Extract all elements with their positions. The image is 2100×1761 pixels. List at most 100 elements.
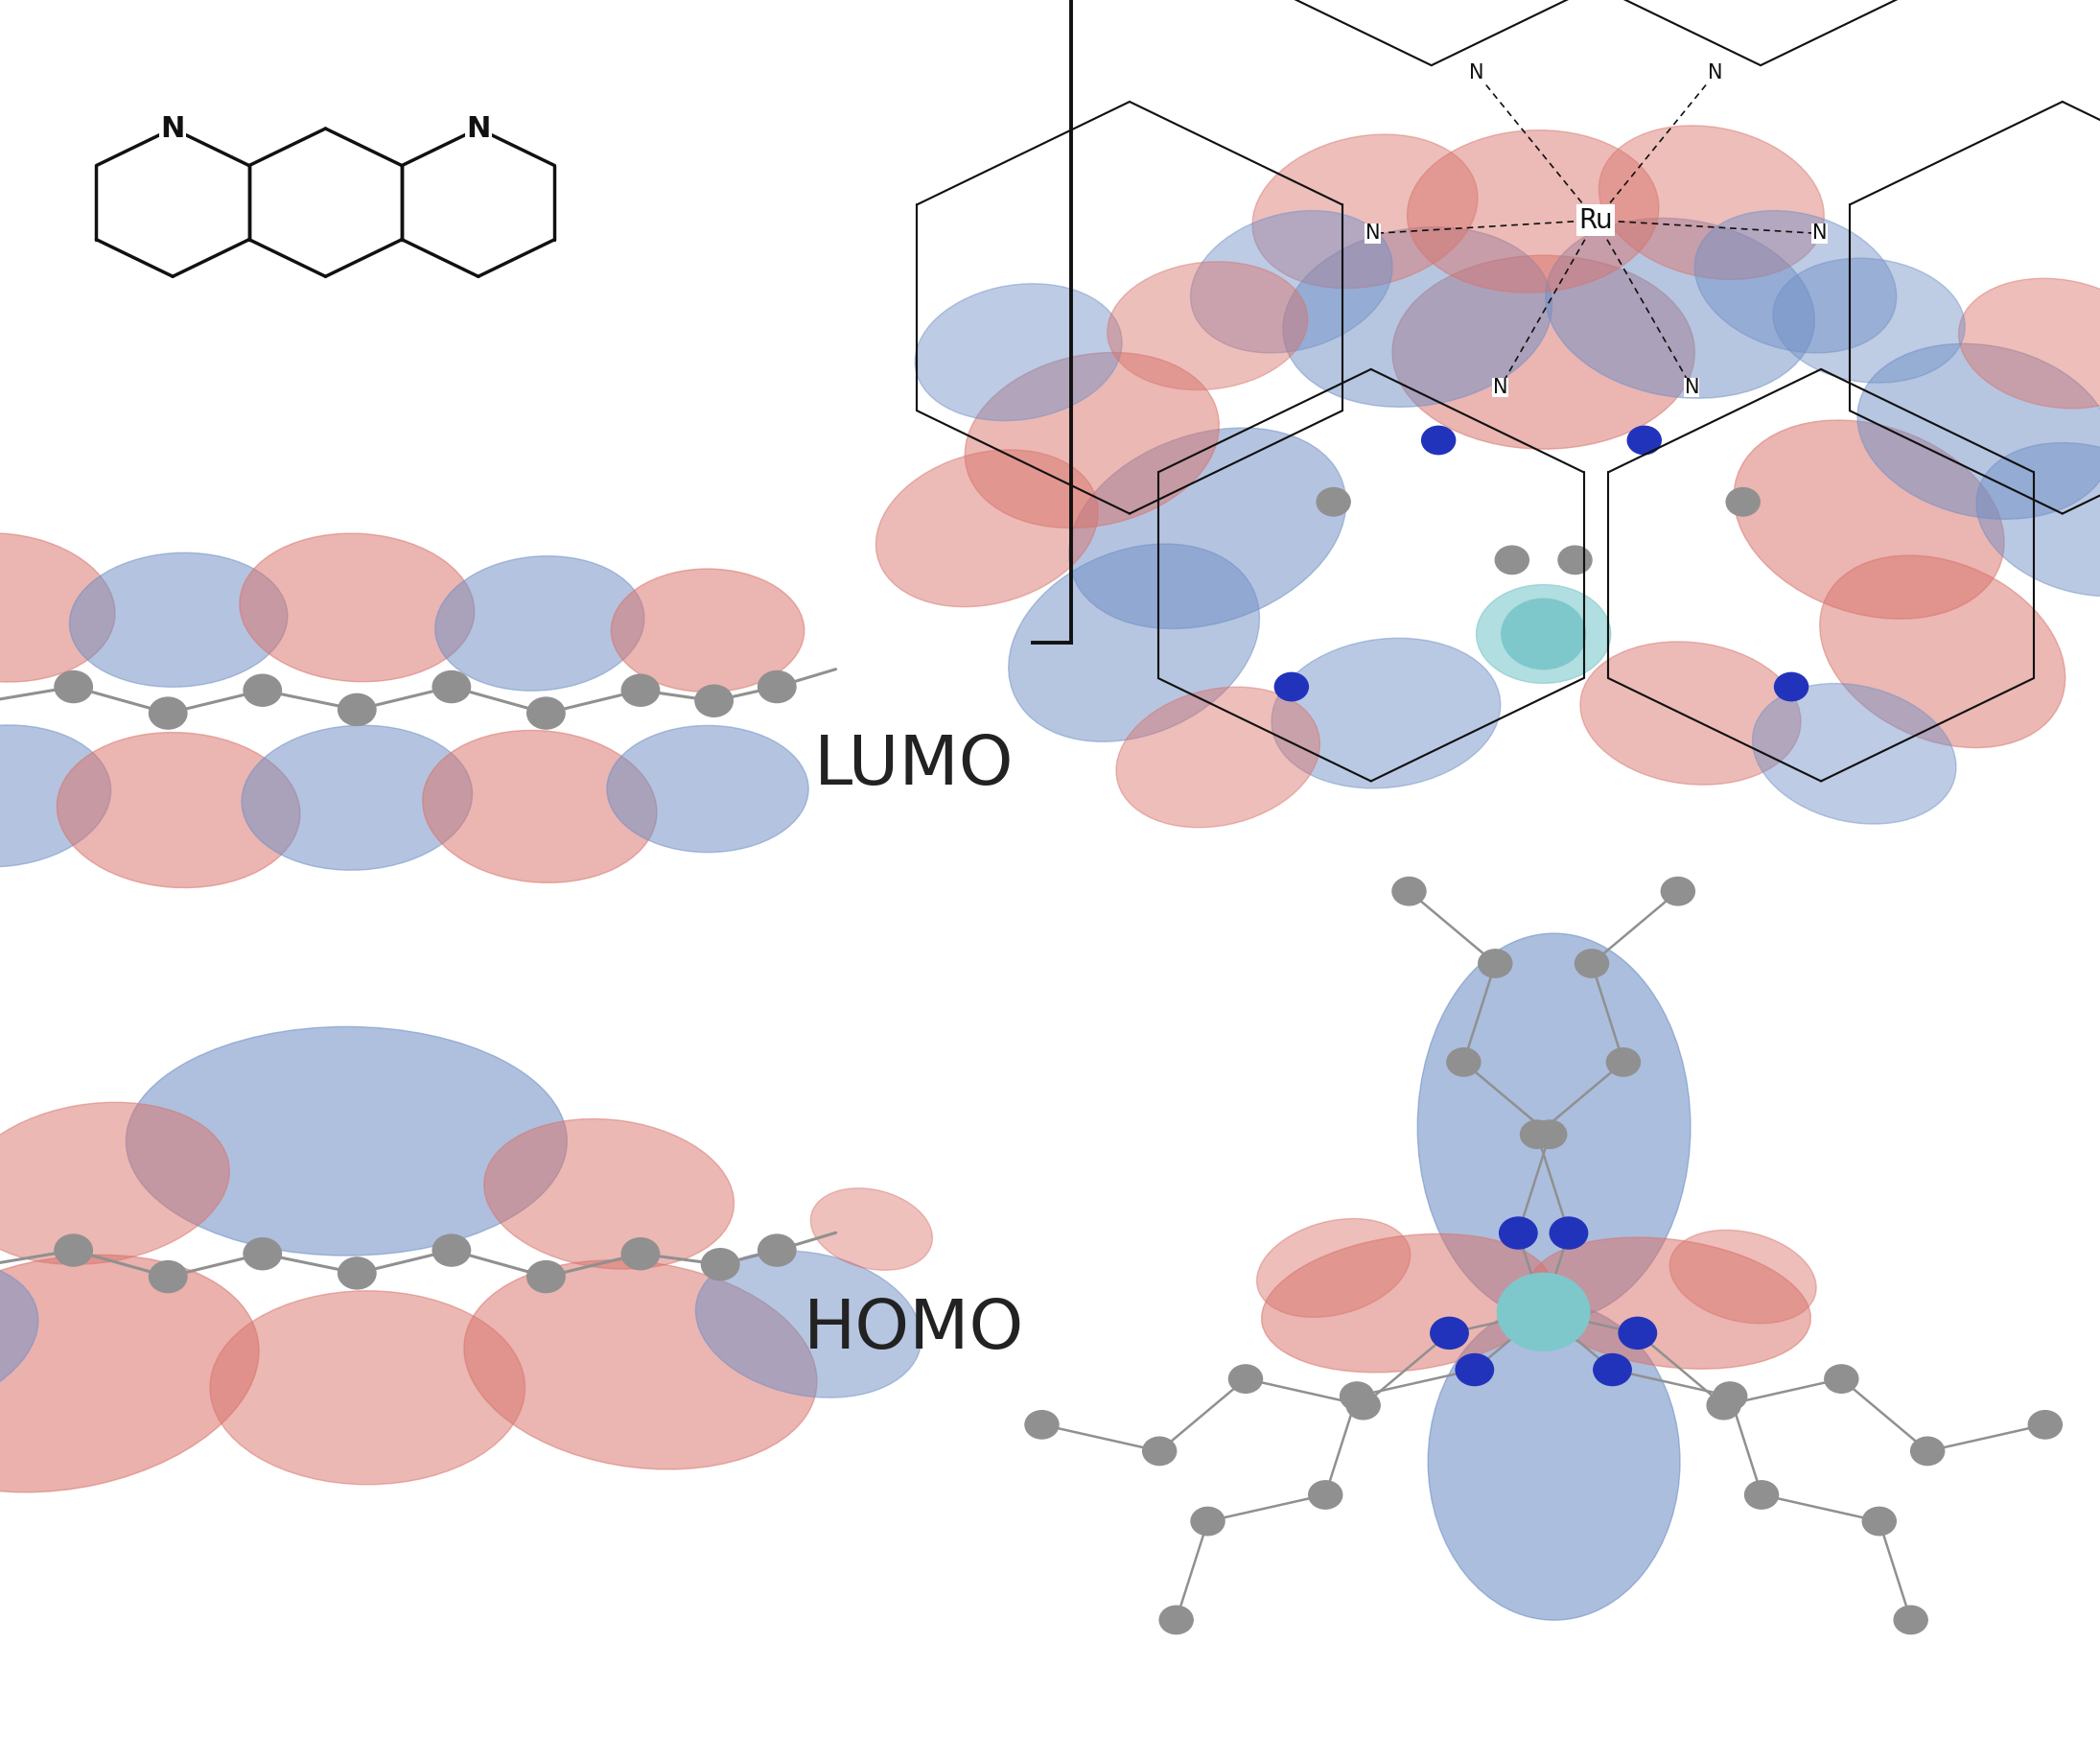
Circle shape <box>1575 949 1609 977</box>
Text: Ru: Ru <box>1579 206 1613 234</box>
Circle shape <box>1317 488 1350 516</box>
Circle shape <box>1159 1606 1193 1634</box>
Circle shape <box>527 1261 565 1293</box>
Text: LUMO: LUMO <box>813 733 1014 799</box>
Text: HOMO: HOMO <box>802 1296 1025 1363</box>
Ellipse shape <box>1252 134 1478 289</box>
Circle shape <box>338 1257 376 1289</box>
Circle shape <box>1894 1606 1928 1634</box>
Text: N: N <box>1684 379 1699 396</box>
Circle shape <box>1501 599 1586 669</box>
Ellipse shape <box>964 352 1220 528</box>
Ellipse shape <box>1579 641 1802 785</box>
Ellipse shape <box>695 1250 922 1398</box>
Circle shape <box>701 1249 739 1280</box>
Circle shape <box>1606 1048 1640 1076</box>
Ellipse shape <box>916 284 1121 421</box>
Ellipse shape <box>876 449 1098 608</box>
Text: N: N <box>1812 224 1827 243</box>
Circle shape <box>1346 1391 1380 1419</box>
Ellipse shape <box>1107 262 1308 389</box>
Circle shape <box>758 1234 796 1266</box>
Ellipse shape <box>1270 637 1501 789</box>
Circle shape <box>1594 1354 1632 1386</box>
Circle shape <box>1726 488 1760 516</box>
Circle shape <box>1025 1411 1058 1439</box>
Ellipse shape <box>1546 218 1814 398</box>
Ellipse shape <box>1753 683 1955 824</box>
Circle shape <box>1499 1217 1537 1249</box>
Ellipse shape <box>239 534 475 682</box>
Circle shape <box>1558 546 1592 574</box>
Ellipse shape <box>1191 211 1392 352</box>
Ellipse shape <box>1476 585 1611 683</box>
Circle shape <box>1745 1481 1779 1509</box>
Circle shape <box>1228 1365 1262 1393</box>
Circle shape <box>244 1238 281 1270</box>
Ellipse shape <box>1407 130 1659 292</box>
Ellipse shape <box>1262 1234 1552 1372</box>
Ellipse shape <box>126 1027 567 1256</box>
Circle shape <box>695 685 733 717</box>
Circle shape <box>338 694 376 726</box>
Text: N: N <box>466 114 491 143</box>
Circle shape <box>1142 1437 1176 1465</box>
Ellipse shape <box>1821 555 2064 748</box>
Ellipse shape <box>1256 1219 1411 1317</box>
Ellipse shape <box>483 1118 735 1270</box>
Ellipse shape <box>422 731 657 882</box>
Circle shape <box>1447 1048 1480 1076</box>
Circle shape <box>149 1261 187 1293</box>
Text: N: N <box>160 114 185 143</box>
Ellipse shape <box>1598 125 1825 280</box>
Circle shape <box>1533 1120 1567 1148</box>
Ellipse shape <box>69 553 288 687</box>
Circle shape <box>2029 1411 2062 1439</box>
Ellipse shape <box>1670 1229 1816 1324</box>
Circle shape <box>1275 673 1308 701</box>
Text: N: N <box>1707 63 1724 83</box>
Ellipse shape <box>57 733 300 888</box>
Circle shape <box>622 674 659 706</box>
Circle shape <box>1497 1273 1590 1351</box>
Circle shape <box>1774 673 1808 701</box>
Circle shape <box>1863 1507 1896 1536</box>
Ellipse shape <box>0 726 111 866</box>
Circle shape <box>622 1238 659 1270</box>
Circle shape <box>1430 1317 1468 1349</box>
Circle shape <box>1520 1120 1554 1148</box>
Circle shape <box>1340 1382 1373 1411</box>
Ellipse shape <box>1695 211 1896 352</box>
Ellipse shape <box>0 1102 229 1264</box>
Circle shape <box>433 671 470 703</box>
Ellipse shape <box>1959 278 2100 409</box>
Ellipse shape <box>1735 421 2003 618</box>
Ellipse shape <box>1069 428 1346 629</box>
Circle shape <box>1911 1437 1945 1465</box>
Circle shape <box>1550 1217 1588 1249</box>
Circle shape <box>1191 1507 1224 1536</box>
Circle shape <box>1455 1354 1493 1386</box>
Circle shape <box>55 671 92 703</box>
Circle shape <box>433 1234 470 1266</box>
Circle shape <box>1619 1317 1657 1349</box>
Ellipse shape <box>464 1261 817 1469</box>
Ellipse shape <box>1008 544 1260 741</box>
Ellipse shape <box>1283 227 1552 407</box>
Circle shape <box>149 697 187 729</box>
Circle shape <box>1495 546 1529 574</box>
Ellipse shape <box>242 726 472 870</box>
Ellipse shape <box>435 556 645 690</box>
Text: N: N <box>1468 63 1485 83</box>
Text: N: N <box>1365 224 1380 243</box>
Circle shape <box>1825 1365 1858 1393</box>
Circle shape <box>758 671 796 703</box>
Circle shape <box>1707 1391 1741 1419</box>
Ellipse shape <box>1772 259 1966 382</box>
Ellipse shape <box>1392 255 1695 449</box>
Circle shape <box>1478 949 1512 977</box>
Ellipse shape <box>1428 1303 1680 1620</box>
Ellipse shape <box>0 1256 258 1492</box>
Ellipse shape <box>1856 343 2100 519</box>
Circle shape <box>1714 1382 1747 1411</box>
